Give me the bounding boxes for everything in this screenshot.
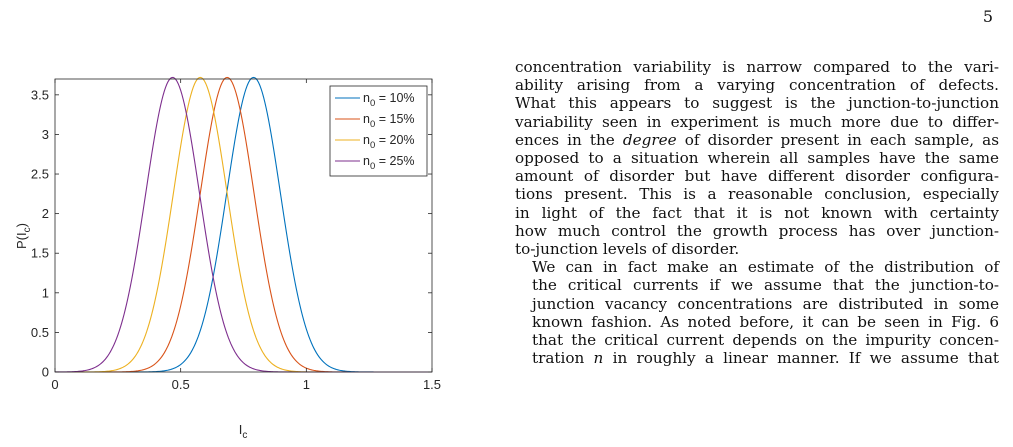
emphasis-degree: degree xyxy=(622,130,677,149)
y-tick-label: 3 xyxy=(42,127,49,142)
y-axis-label: P(Ic) xyxy=(14,223,33,249)
paragraph-2: We can in fact make an estimate of the d… xyxy=(515,258,999,367)
text-line: the critical currents if we assume that … xyxy=(532,276,999,295)
body-text-column: concentration variability is narrow comp… xyxy=(515,58,999,367)
text-line: amount of disorder but have different di… xyxy=(515,167,999,186)
y-tick-label: 1 xyxy=(42,285,49,300)
legend-label: n0 = 15% xyxy=(363,112,415,130)
probability-distribution-chart: 0 0.5 1 1.5 0 0.5 1 1.5 2 2.5 3 3.5 Ic P(Ic) n0 = 1… xyxy=(14,76,441,441)
x-tick-label: 0.5 xyxy=(172,377,190,392)
text-line: known fashion. As noted before, it can b… xyxy=(532,312,999,331)
legend-label: n0 = 20% xyxy=(363,133,415,151)
y-tick-label: 2.5 xyxy=(31,167,49,182)
y-tick-label: 0.5 xyxy=(31,325,49,340)
text-line: in light of the fact that it is not know… xyxy=(515,203,999,222)
x-tick-label: 1 xyxy=(303,377,310,392)
text-line: how much control the growth process has … xyxy=(515,221,999,240)
y-tick-label: 0 xyxy=(42,365,49,380)
text-line: opposed to a situation wherein all sampl… xyxy=(515,149,999,168)
y-tick-label: 3.5 xyxy=(31,87,49,102)
legend-label: n0 = 25% xyxy=(363,154,415,172)
text-line: tions present. This is a reasonable conc… xyxy=(515,185,999,204)
text-line: What this appears to suggest is the junc… xyxy=(515,94,999,113)
text-line: We can in fact make an estimate of the d… xyxy=(532,258,999,277)
text-line: ability arising from a varying concentra… xyxy=(515,76,999,95)
legend-label: n0 = 10% xyxy=(363,91,415,109)
text-line: to-junction levels of disorder. xyxy=(515,240,740,259)
text-line: ences in the degree of disorder present … xyxy=(515,130,999,149)
text-line: concentration variability is narrow comp… xyxy=(515,58,999,76)
y-tick-label: 1.5 xyxy=(31,246,49,261)
x-tick-label: 0 xyxy=(51,377,58,392)
x-axis-label: Ic xyxy=(239,422,248,441)
text-line: tration n in roughly a linear manner. If… xyxy=(532,349,999,368)
text-line: junction vacancy concentrations are dist… xyxy=(532,294,999,313)
page-number: 5 xyxy=(982,7,993,26)
x-tick-label: 1.5 xyxy=(423,377,441,392)
math-variable-n: n xyxy=(593,349,604,368)
text-line: that the critical current depends on the… xyxy=(532,331,999,350)
text-line: variability seen in experiment is much m… xyxy=(515,112,999,131)
y-tick-label: 2 xyxy=(42,206,49,221)
paragraph-1: concentration variability is narrow comp… xyxy=(515,58,999,258)
chart-legend: n0 = 10% n0 = 15% n0 = 20% n0 = 25% xyxy=(329,85,428,177)
plot-frame xyxy=(54,78,433,373)
